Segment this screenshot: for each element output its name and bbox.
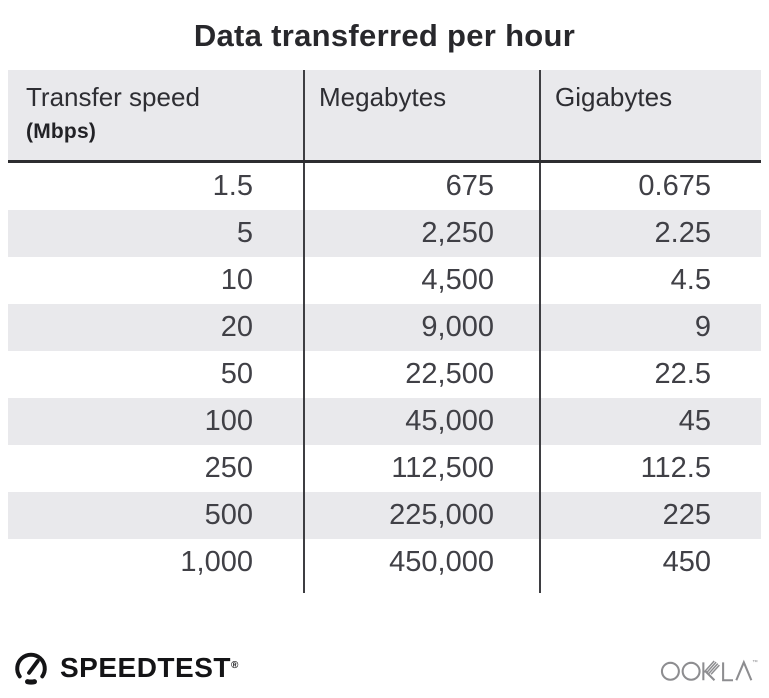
cell-megabytes: 675 — [303, 163, 539, 210]
cell-speed: 1,000 — [180, 546, 253, 578]
table-row: 1,000 450,000 450 — [8, 539, 761, 586]
cell-gigabytes: 2.25 — [539, 210, 761, 257]
ookla-trademark-mark: ™ — [752, 660, 758, 666]
speedtest-label: SPEEDTEST — [60, 652, 231, 683]
cell-speed: 1.5 — [212, 170, 253, 202]
cell-megabytes: 22,500 — [303, 351, 539, 398]
registered-trademark-mark: ® — [230, 660, 239, 671]
table-header-row: Transfer speed (Mbps) Megabytes Gigabyte… — [8, 70, 761, 163]
cell-megabytes: 112,500 — [303, 445, 539, 492]
cell-gigabytes: 112.5 — [539, 445, 761, 492]
cell-gigabytes: 0.675 — [539, 163, 761, 210]
column-header-unit: (Mbps) — [26, 120, 97, 143]
table-row: 500 225,000 225 — [8, 492, 761, 539]
cell-speed: 10 — [220, 264, 253, 296]
column-header-gigabytes: Gigabytes — [539, 70, 761, 160]
column-header-label: Transfer speed — [26, 82, 200, 112]
cell-megabytes: 225,000 — [303, 492, 539, 539]
ookla-wordmark-icon: ™ — [658, 652, 760, 684]
cell-gigabytes: 22.5 — [539, 351, 761, 398]
cell-speed: 100 — [204, 405, 253, 437]
cell-megabytes: 4,500 — [303, 257, 539, 304]
column-header-label: Gigabytes — [555, 82, 673, 112]
column-header-transfer-speed: Transfer speed (Mbps) — [8, 70, 303, 160]
ookla-logo: ™ — [658, 652, 760, 684]
table-row: 1.5 675 0.675 — [8, 163, 761, 210]
cell-speed: 20 — [220, 311, 253, 343]
table-row: 50 22,500 22.5 — [8, 351, 761, 398]
footer: SPEEDTEST® ™ — [12, 646, 760, 690]
cell-gigabytes: 450 — [539, 539, 761, 586]
cell-gigabytes: 9 — [539, 304, 761, 351]
cell-speed: 250 — [204, 452, 253, 484]
cell-speed: 500 — [204, 499, 253, 531]
data-table: Transfer speed (Mbps) Megabytes Gigabyte… — [8, 70, 761, 593]
speedtest-wordmark: SPEEDTEST® — [60, 654, 239, 682]
cell-megabytes: 9,000 — [303, 304, 539, 351]
table-row: 10 4,500 4.5 — [8, 257, 761, 304]
cell-gigabytes: 4.5 — [539, 257, 761, 304]
cell-speed: 5 — [236, 217, 253, 249]
table-row: 20 9,000 9 — [8, 304, 761, 351]
cell-speed: 50 — [220, 358, 253, 390]
column-header-label: Megabytes — [319, 82, 447, 112]
table-row: 5 2,250 2.25 — [8, 210, 761, 257]
column-header-megabytes: Megabytes — [303, 70, 539, 160]
cell-megabytes: 2,250 — [303, 210, 539, 257]
speedtest-gauge-icon — [12, 649, 50, 687]
cell-megabytes: 450,000 — [303, 539, 539, 586]
table-body: 1.5 675 0.675 5 2,250 2.25 10 4,500 4.5 … — [8, 163, 761, 586]
column-divider-tails — [8, 586, 761, 593]
page-title: Data transferred per hour — [193, 18, 576, 53]
table-row: 100 45,000 45 — [8, 398, 761, 445]
cell-gigabytes: 225 — [539, 492, 761, 539]
table-row: 250 112,500 112.5 — [8, 445, 761, 492]
cell-gigabytes: 45 — [539, 398, 761, 445]
speedtest-logo: SPEEDTEST® — [12, 649, 239, 687]
cell-megabytes: 45,000 — [303, 398, 539, 445]
